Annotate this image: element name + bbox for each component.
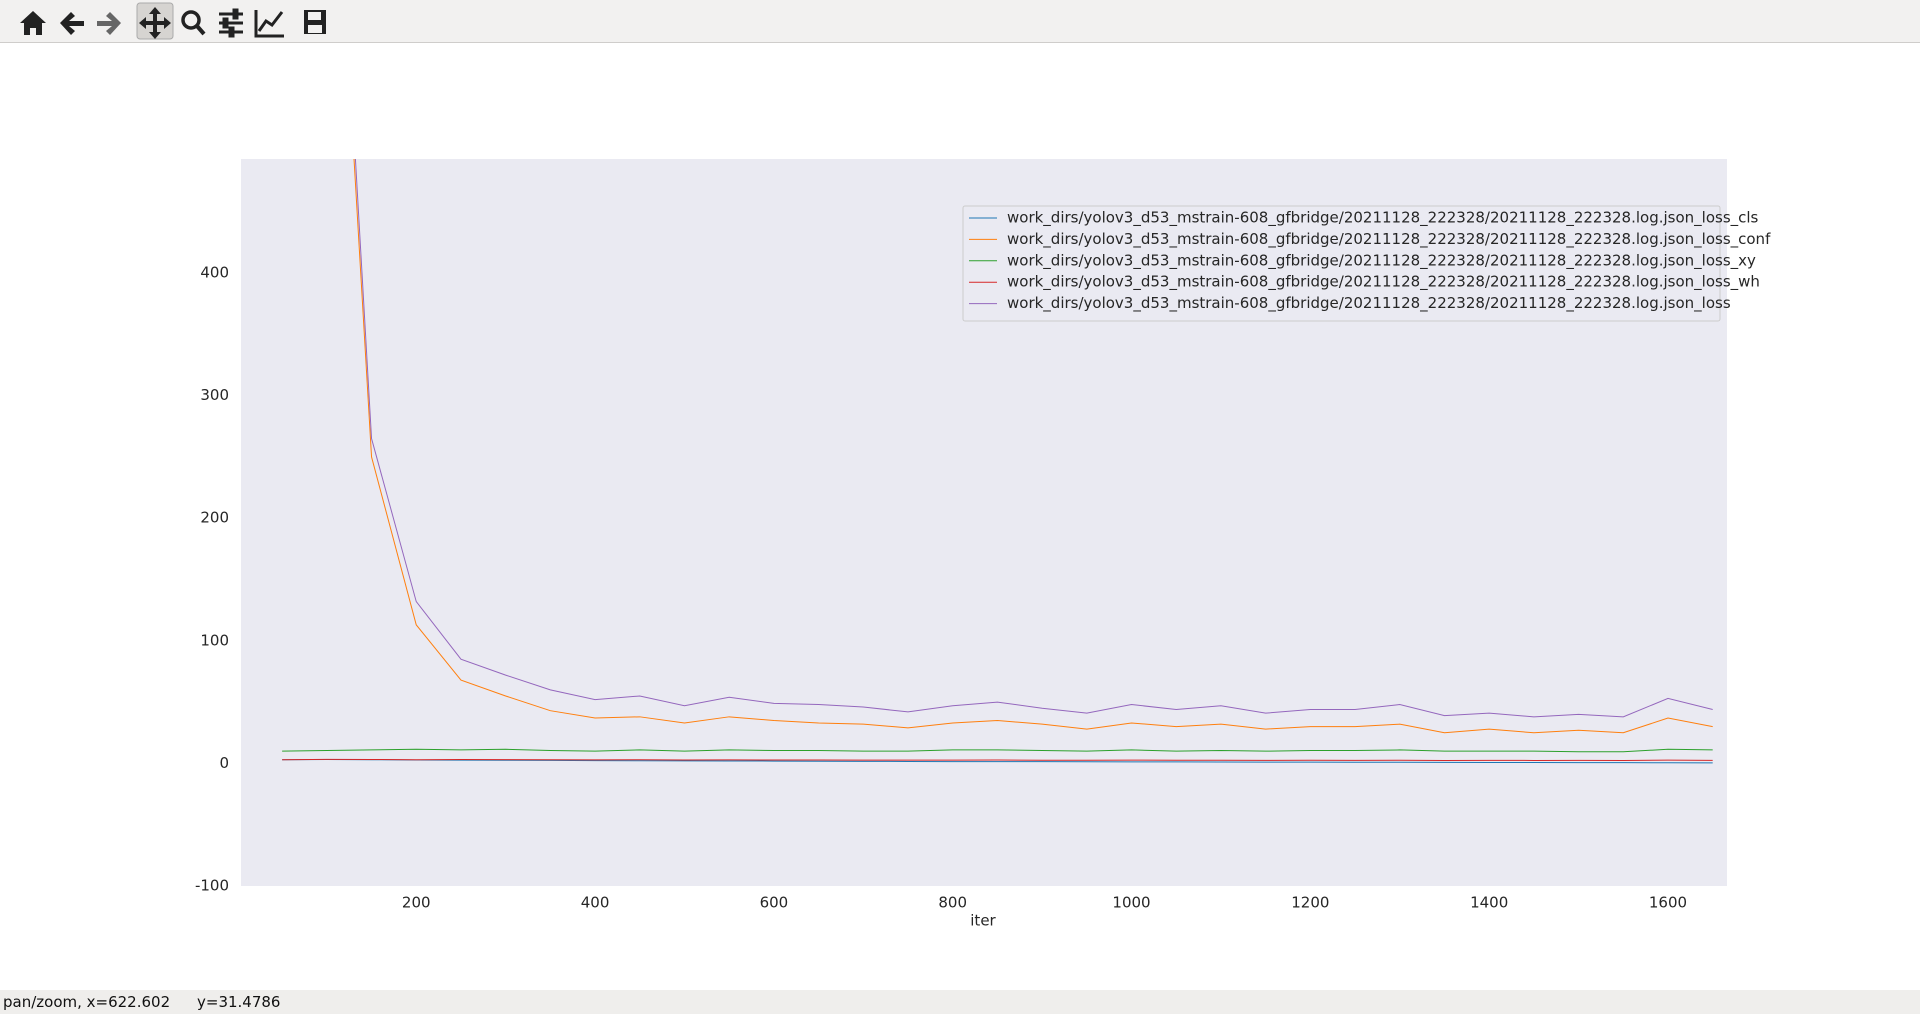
series-line <box>282 748 1713 753</box>
x-axis-label: iter <box>970 912 996 930</box>
save-button[interactable] <box>304 10 326 34</box>
y-tick-label: 300 <box>200 386 229 404</box>
forward-button[interactable] <box>97 12 121 35</box>
series-line <box>282 758 1713 764</box>
y-tick-label: 0 <box>219 754 229 772</box>
toolbar <box>0 0 1920 43</box>
toolbar-icons <box>20 2 326 40</box>
legend-label: work_dirs/yolov3_d53_mstrain-608_gfbridg… <box>1007 273 1760 292</box>
x-tick-label: 1600 <box>1649 894 1687 912</box>
chart: iter -100 0 100 200 300 400 200 400 600 800 1000 12… <box>195 159 1771 930</box>
x-tick-label: 1400 <box>1470 894 1508 912</box>
legend-frame <box>962 205 1721 322</box>
x-tick-label: 800 <box>938 894 967 912</box>
legend-label: work_dirs/yolov3_d53_mstrain-608_gfbridg… <box>1007 294 1731 313</box>
status-y: y=31.4786 <box>197 993 281 1011</box>
configure-button[interactable] <box>219 8 243 38</box>
pan-button[interactable] <box>139 7 171 39</box>
home-button[interactable] <box>20 11 46 35</box>
y-tick-label: -100 <box>195 877 229 895</box>
series-line <box>353 159 1713 734</box>
y-tick-label: 200 <box>200 509 229 527</box>
x-tick-label: 600 <box>760 894 789 912</box>
y-tick-label: 400 <box>200 264 229 282</box>
x-tick-label: 1200 <box>1291 894 1329 912</box>
status-x: pan/zoom, x=622.602 <box>3 993 171 1011</box>
x-tick-label: 200 <box>402 894 431 912</box>
series-group <box>282 159 1713 764</box>
edit-axis-button[interactable] <box>254 10 284 38</box>
y-tick-label: 100 <box>200 631 229 649</box>
zoom-button[interactable] <box>181 10 206 36</box>
x-tick-label: 400 <box>581 894 610 912</box>
back-button[interactable] <box>60 12 84 35</box>
legend-label: work_dirs/yolov3_d53_mstrain-608_gfbridg… <box>1007 230 1771 249</box>
status-bar: pan/zoom, x=622.602 y=31.4786 <box>0 990 1920 1014</box>
series-line <box>354 159 1713 718</box>
series-line <box>282 758 1713 761</box>
legend-label: work_dirs/yolov3_d53_mstrain-608_gfbridg… <box>1007 251 1756 270</box>
legend-label: work_dirs/yolov3_d53_mstrain-608_gfbridg… <box>1007 209 1759 228</box>
x-tick-label: 1000 <box>1112 894 1150 912</box>
legend: work_dirs/yolov3_d53_mstrain-608_gfbridg… <box>962 205 1771 322</box>
